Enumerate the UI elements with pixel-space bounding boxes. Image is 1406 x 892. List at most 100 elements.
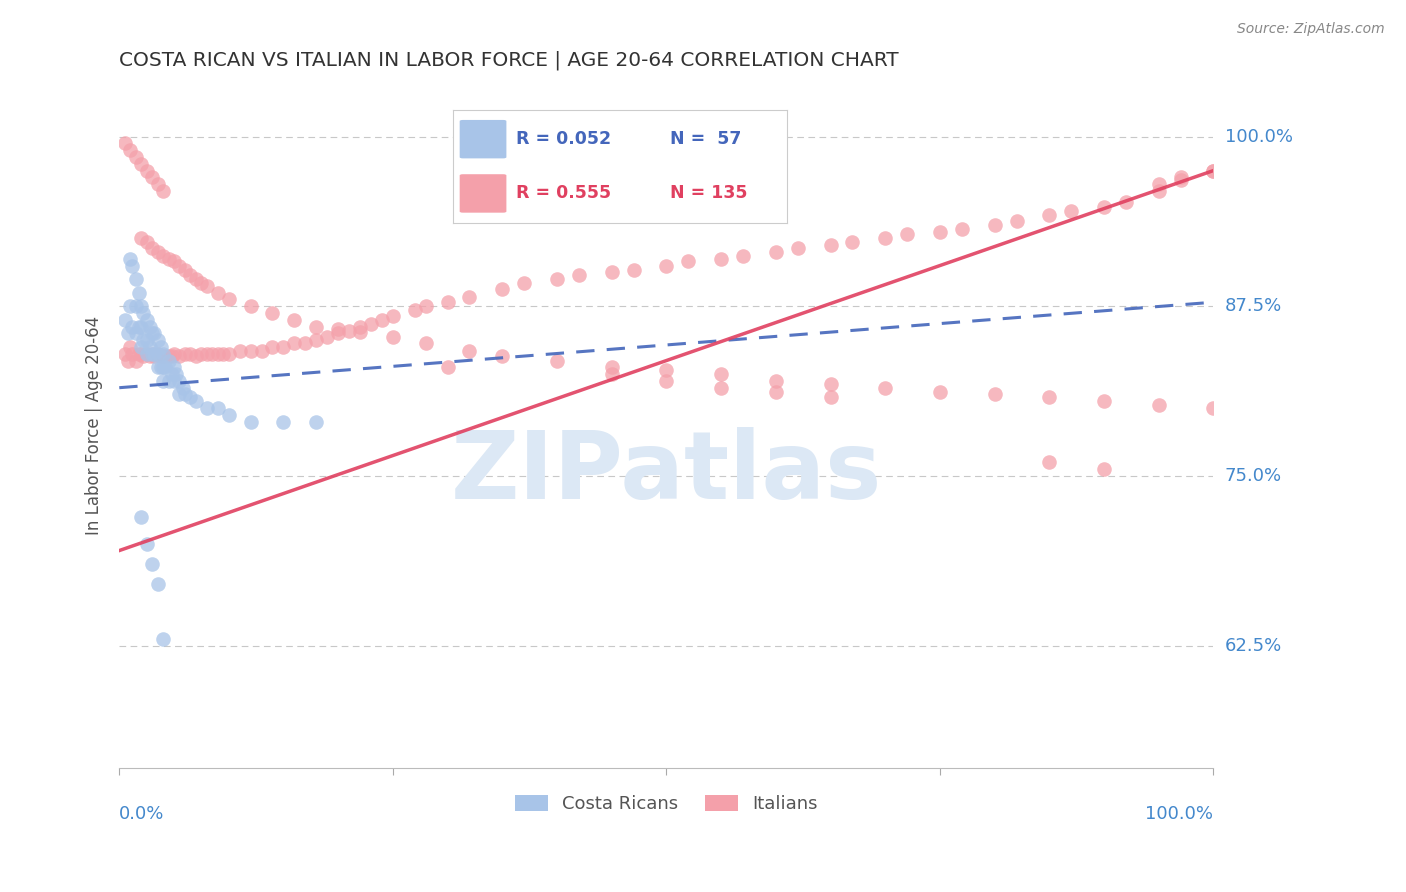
Point [600, 360, 623, 375]
Point [207, 347, 229, 361]
Point [135, 235, 157, 250]
Point [184, 272, 207, 286]
Point [146, 347, 169, 361]
Point [950, 222, 973, 236]
Point [135, 163, 157, 178]
Point [179, 390, 201, 404]
Point [163, 254, 186, 268]
Point [765, 374, 787, 388]
Point [163, 374, 186, 388]
Point [283, 313, 305, 327]
Text: Source: ZipAtlas.com: Source: ZipAtlas.com [1237, 22, 1385, 37]
Point [146, 177, 169, 191]
Point [929, 384, 952, 399]
Point [129, 157, 152, 171]
Point [152, 347, 174, 361]
Point [129, 509, 152, 524]
Point [132, 333, 155, 347]
Point [125, 272, 148, 286]
Point [114, 347, 136, 361]
Text: 75.0%: 75.0% [1225, 467, 1282, 485]
Point [1147, 184, 1170, 198]
Point [371, 313, 394, 327]
Point [125, 299, 148, 313]
Point [1202, 163, 1225, 178]
Point [143, 326, 166, 341]
Point [163, 360, 186, 375]
Point [146, 347, 169, 361]
Point [120, 340, 142, 354]
Point [152, 184, 174, 198]
Point [128, 347, 150, 361]
Point [655, 363, 678, 377]
Point [381, 309, 404, 323]
Point [141, 557, 163, 571]
Point [169, 387, 191, 401]
Point [135, 347, 157, 361]
Point [135, 537, 157, 551]
Point [1115, 194, 1137, 209]
Point [160, 350, 183, 364]
Point [169, 350, 191, 364]
Point [146, 244, 169, 259]
Point [141, 347, 163, 361]
Point [129, 231, 152, 245]
Point [262, 306, 284, 320]
Point [404, 303, 426, 318]
Point [262, 340, 284, 354]
Point [190, 276, 212, 290]
Point [710, 381, 733, 395]
Point [135, 313, 157, 327]
Point [546, 272, 568, 286]
Point [896, 227, 918, 242]
Point [160, 367, 183, 381]
Point [1202, 163, 1225, 178]
Point [125, 150, 148, 164]
Point [155, 350, 177, 364]
Point [132, 306, 155, 320]
Point [436, 295, 458, 310]
Point [152, 350, 174, 364]
Point [152, 249, 174, 263]
Text: 100.0%: 100.0% [1146, 805, 1213, 823]
Point [184, 394, 207, 409]
Point [143, 350, 166, 364]
Point [212, 347, 235, 361]
Point [513, 276, 536, 290]
Point [146, 333, 169, 347]
Point [655, 259, 678, 273]
Point [169, 374, 191, 388]
Point [146, 577, 169, 591]
Point [710, 252, 733, 266]
Point [326, 322, 349, 336]
Text: 87.5%: 87.5% [1225, 297, 1282, 315]
Point [141, 241, 163, 255]
Point [195, 401, 218, 415]
Point [458, 290, 481, 304]
Point [1060, 204, 1083, 219]
Point [117, 353, 139, 368]
Point [152, 632, 174, 646]
Point [349, 325, 371, 339]
Point [179, 347, 201, 361]
Point [114, 136, 136, 151]
Point [600, 265, 623, 279]
Legend: Costa Ricans, Italians: Costa Ricans, Italians [508, 788, 825, 821]
Point [129, 347, 152, 361]
Point [149, 350, 172, 364]
Point [129, 340, 152, 354]
Point [129, 299, 152, 313]
Point [1170, 170, 1192, 185]
Point [195, 347, 218, 361]
Point [125, 326, 148, 341]
Point [1170, 173, 1192, 187]
Point [360, 317, 382, 331]
Point [135, 347, 157, 361]
Point [174, 347, 197, 361]
Point [128, 285, 150, 300]
Point [765, 384, 787, 399]
Point [283, 335, 305, 350]
Point [117, 326, 139, 341]
Point [929, 225, 952, 239]
Point [820, 376, 842, 391]
